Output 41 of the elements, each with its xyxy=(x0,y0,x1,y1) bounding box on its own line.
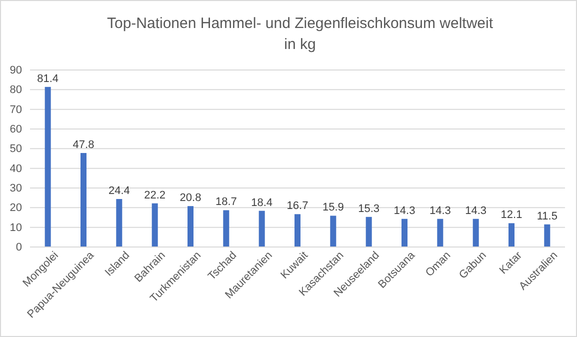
bar xyxy=(80,152,86,247)
bar xyxy=(116,199,122,247)
data-label: 15.3 xyxy=(358,202,380,215)
bar xyxy=(366,216,372,247)
bar xyxy=(544,224,550,247)
data-label: 81.4 xyxy=(37,72,59,85)
chart-title: Top-Nationen Hammel- und Ziegenfleischkonsum weltweit in kg xyxy=(106,15,494,53)
data-label: 12.1 xyxy=(500,209,522,222)
y-tick-label: 10 xyxy=(10,222,22,234)
data-label: 14.3 xyxy=(429,204,451,217)
bar xyxy=(508,223,514,247)
data-label: 14.3 xyxy=(394,204,416,217)
data-label: 20.8 xyxy=(180,192,202,204)
bar xyxy=(223,210,230,247)
data-label: 47.8 xyxy=(72,138,94,151)
bar xyxy=(152,203,158,247)
y-tick-label: 20 xyxy=(10,202,22,214)
bar xyxy=(437,218,444,247)
y-tick-label: 50 xyxy=(10,143,22,156)
y-tick-label: 60 xyxy=(10,124,22,136)
data-label: 18.4 xyxy=(251,196,273,209)
bar xyxy=(402,218,408,247)
bar xyxy=(44,86,51,247)
bar xyxy=(294,214,300,247)
bar xyxy=(188,206,194,247)
data-label: 16.7 xyxy=(286,200,308,212)
data-label: 24.4 xyxy=(108,185,130,198)
data-label: 14.3 xyxy=(465,204,487,217)
data-label: 15.9 xyxy=(322,202,344,214)
y-tick-label: 70 xyxy=(10,104,22,116)
y-tick-label: 40 xyxy=(10,162,22,175)
data-label: 18.7 xyxy=(215,196,237,208)
bar xyxy=(472,218,479,247)
data-label: 22.2 xyxy=(144,189,166,202)
y-tick-label: 30 xyxy=(10,182,22,195)
bar xyxy=(258,210,265,247)
y-tick-label: 80 xyxy=(10,84,22,96)
y-tick-label: 0 xyxy=(16,242,22,254)
bar xyxy=(330,216,336,247)
y-tick-label: 90 xyxy=(10,64,22,77)
data-label: 11.5 xyxy=(536,210,558,222)
